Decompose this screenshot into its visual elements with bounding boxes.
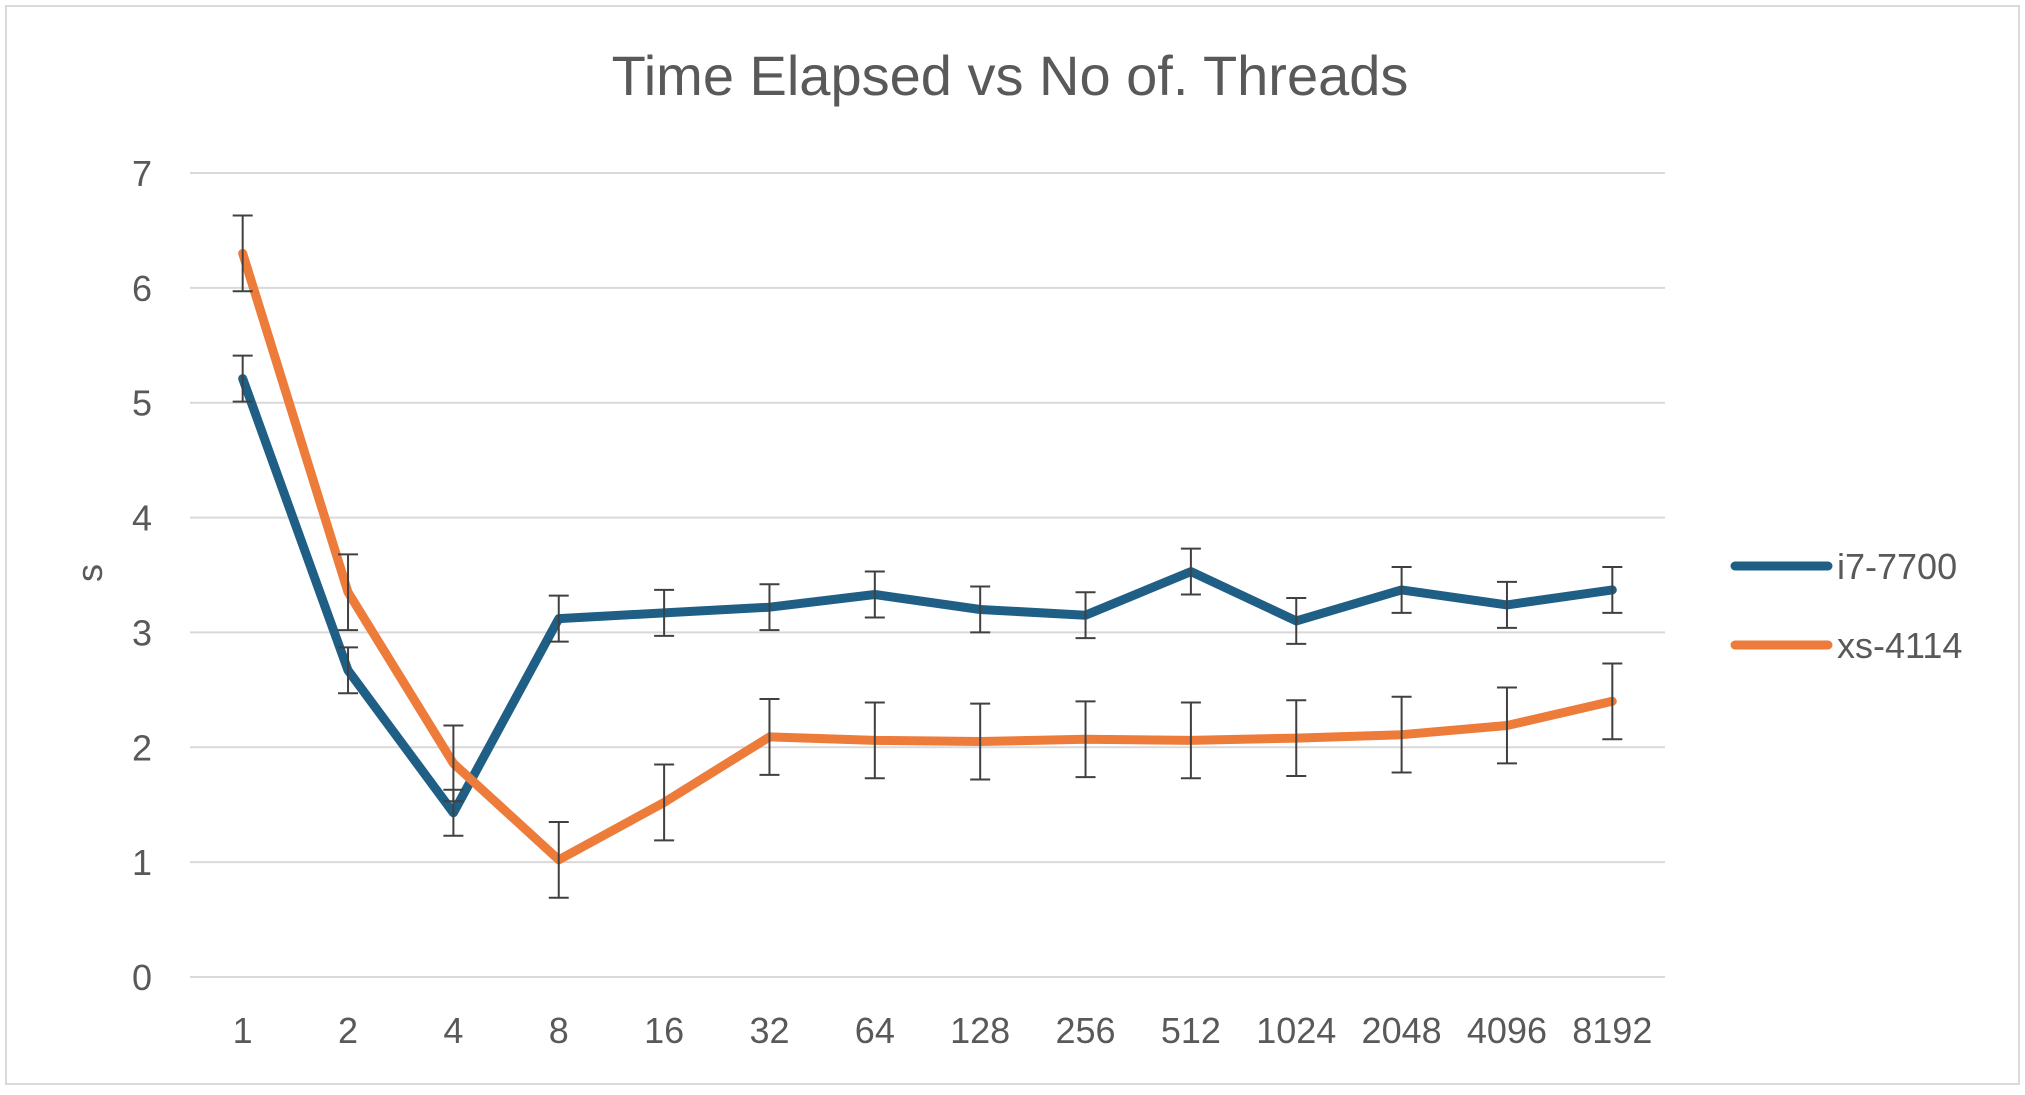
error-bar [759,698,780,776]
legend-item: i7-7700 [1730,546,1957,587]
y-tick-label: 0 [132,957,152,998]
x-tick-label: 8 [549,1010,569,1051]
x-tick-label: 128 [950,1010,1010,1051]
x-tick-label: 32 [749,1010,789,1051]
y-tick-label: 2 [132,727,152,768]
x-axis-ticks: 1 2 4 8 16 32 64 128 256 512 1024 2048 4096 8192 [233,1010,1653,1051]
x-tick-label: 1024 [1256,1010,1336,1051]
error-bar [654,763,675,842]
error-bar [1602,565,1623,614]
error-bar [1286,699,1307,777]
error-bar [1391,695,1412,774]
error-bar [548,820,569,899]
error-bar [232,214,253,293]
error-bar [759,583,780,632]
error-bar [864,570,885,619]
x-tick-label: 512 [1161,1010,1221,1051]
y-axis-label: s [69,564,110,582]
x-tick-label: 2048 [1362,1010,1442,1051]
error-bar [443,724,464,803]
y-tick-label: 4 [132,498,152,539]
legend-label: i7-7700 [1837,546,1957,587]
legend: i7-7700 xs-4114 [1730,546,1962,666]
y-axis-ticks: 0 1 2 3 4 5 6 7 [132,153,152,998]
error-bar [970,585,991,634]
error-bar [1496,580,1517,629]
error-bar [970,702,991,781]
x-tick-label: 64 [855,1010,895,1051]
error-bar [1391,565,1412,614]
error-bar [548,594,569,643]
x-tick-label: 1 [233,1010,253,1051]
chart-title: Time Elapsed vs No of. Threads [612,44,1409,107]
error-bar [1496,686,1517,765]
x-tick-label: 16 [644,1010,684,1051]
grid-lines [190,172,1665,978]
y-tick-label: 1 [132,842,152,883]
error-bars [232,214,1623,899]
error-bar [654,588,675,637]
series-layer [238,248,1617,865]
x-tick-label: 2 [338,1010,358,1051]
error-bar [1075,591,1096,640]
error-bar [1180,547,1201,596]
x-tick-label: 4 [443,1010,463,1051]
error-bar [338,646,359,695]
y-tick-label: 5 [132,383,152,424]
error-bar [1602,662,1623,741]
error-bar [1286,596,1307,645]
error-bar [864,701,885,780]
y-tick-label: 3 [132,612,152,653]
error-bar [1180,701,1201,780]
error-bar [1075,700,1096,779]
legend-label: xs-4114 [1837,625,1962,666]
series-line-xs-4114 [238,248,1617,865]
y-tick-label: 6 [132,268,152,309]
x-tick-label: 4096 [1467,1010,1547,1051]
error-bar [232,354,253,403]
y-tick-label: 7 [132,153,152,194]
legend-item: xs-4114 [1730,625,1962,666]
error-bar [338,553,359,632]
chart-border [5,5,2020,1085]
x-tick-label: 8192 [1572,1010,1652,1051]
x-tick-label: 256 [1055,1010,1115,1051]
